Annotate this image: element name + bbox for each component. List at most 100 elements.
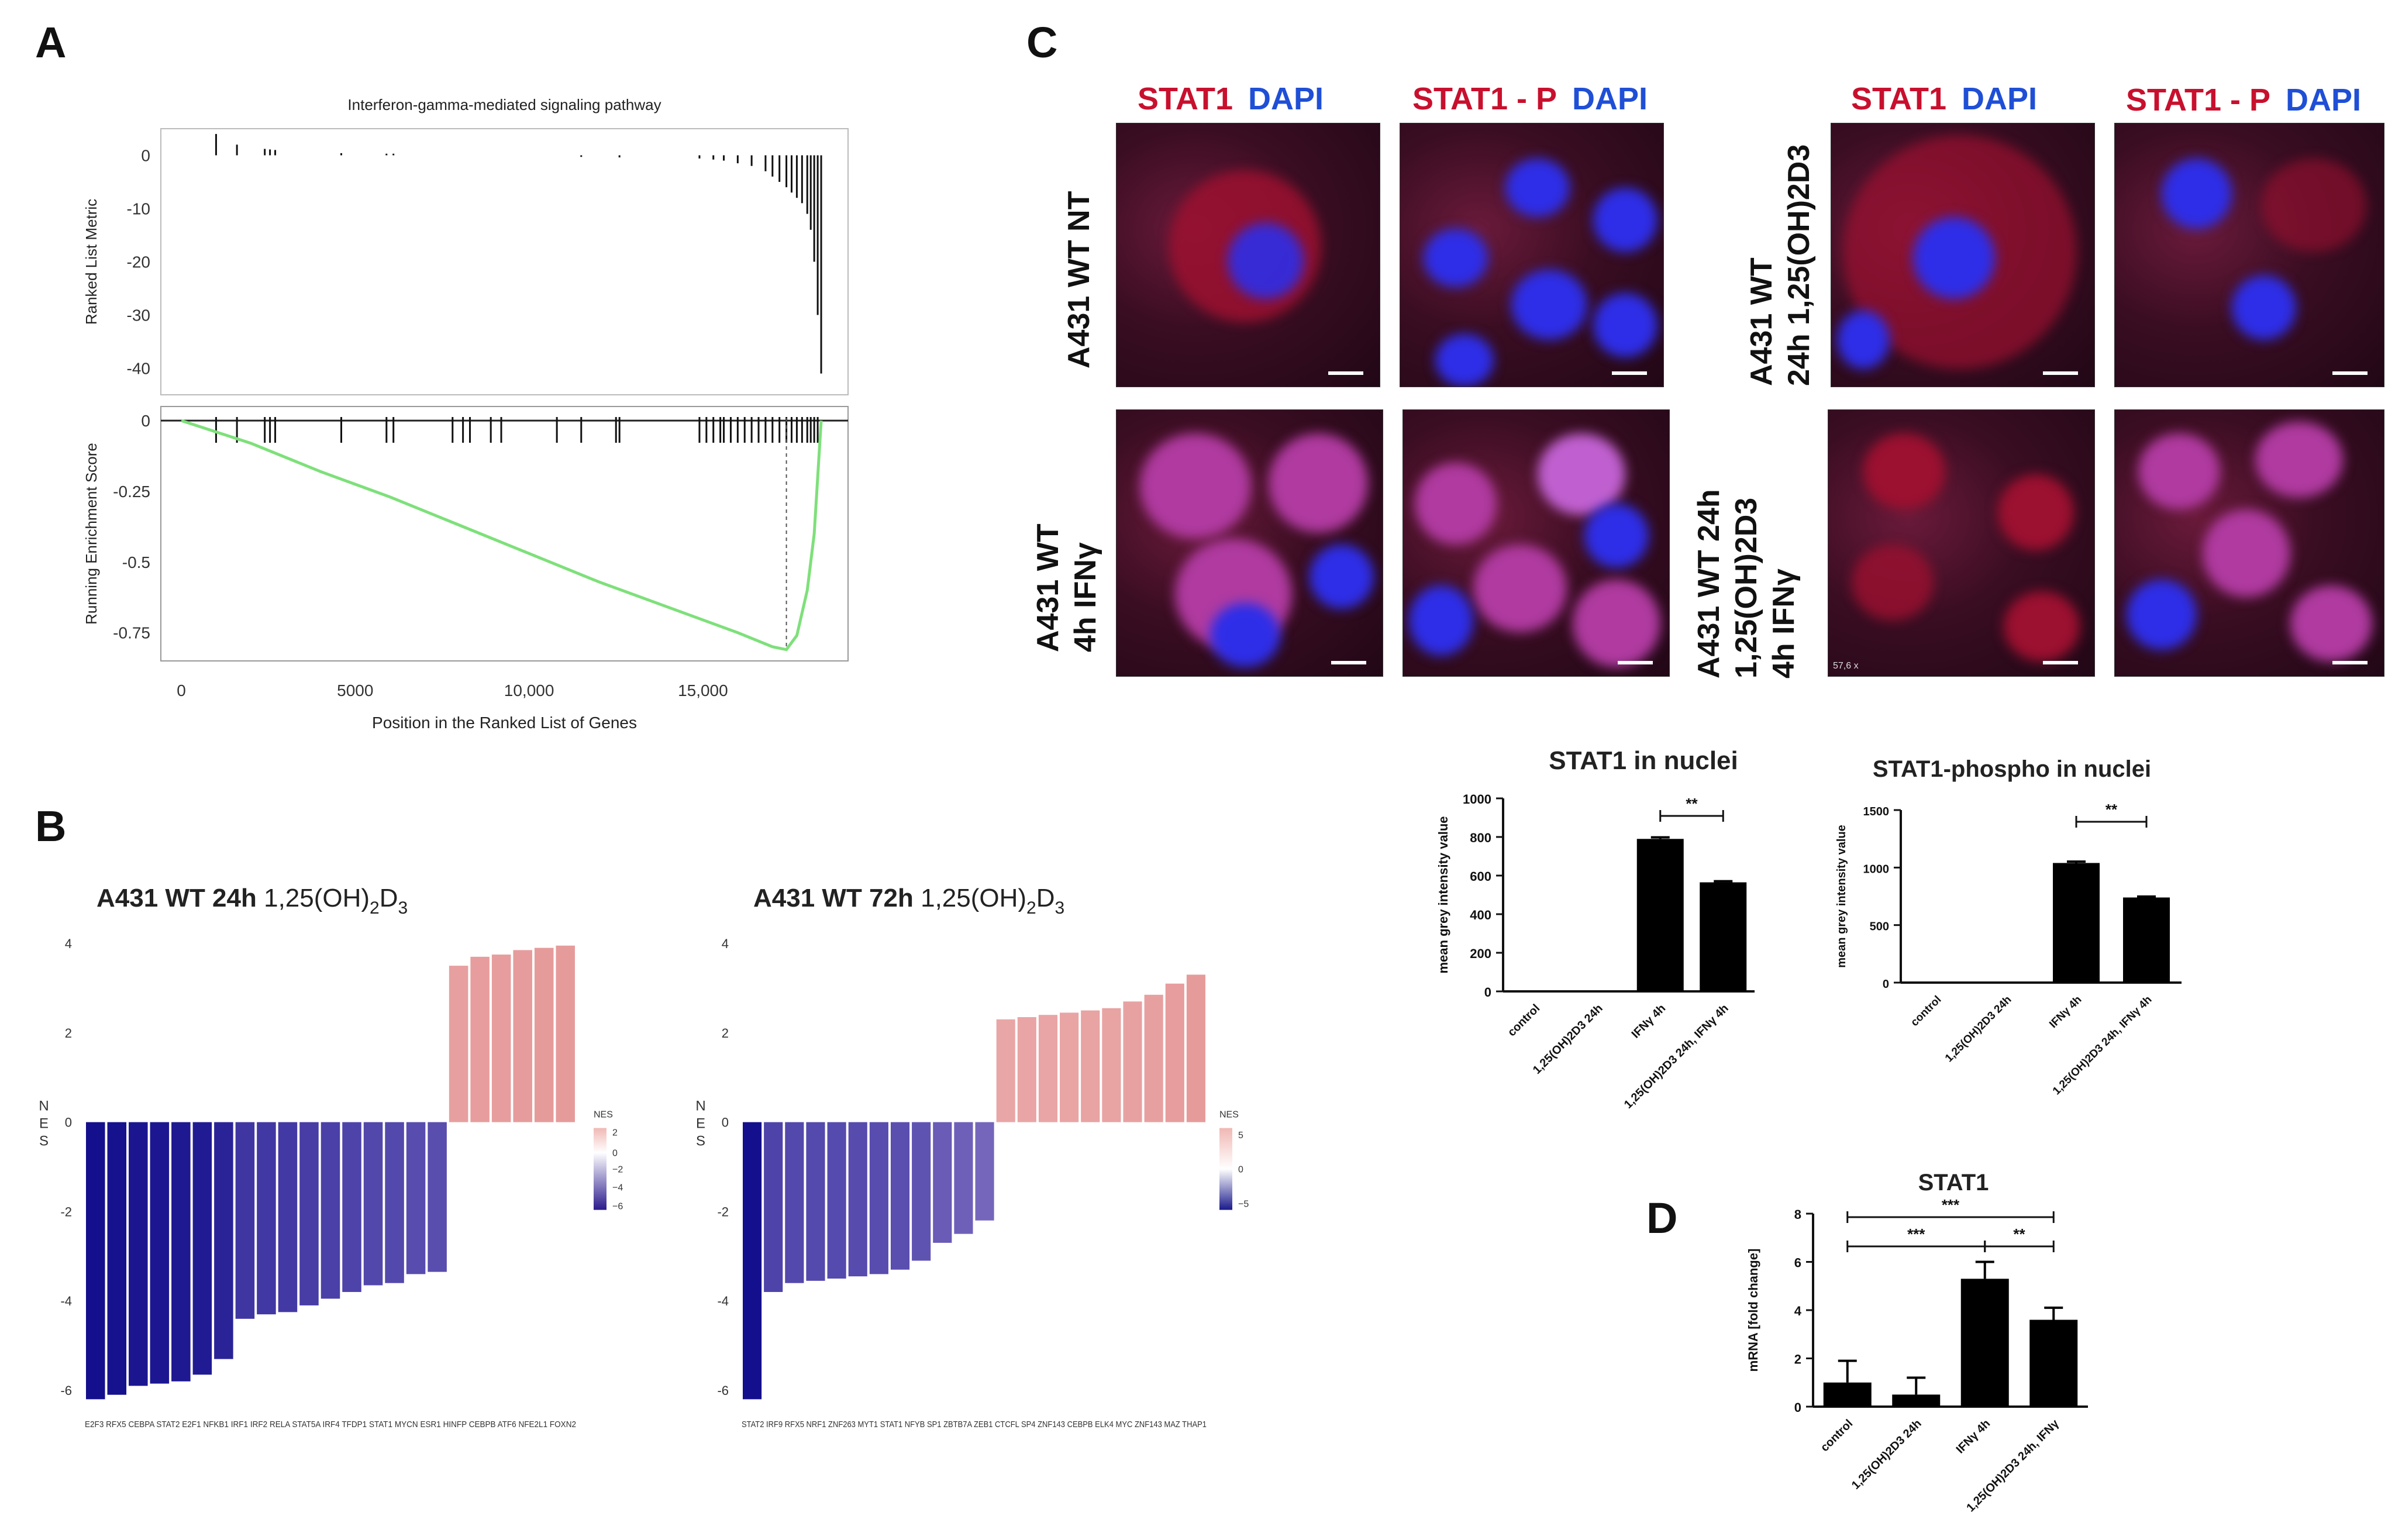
nes72-ytick-3: -2 — [717, 1204, 729, 1219]
nes24-ytick-5: -6 — [60, 1383, 72, 1398]
col-header-stat1p-dapi-1: STAT1 - P DAPI — [1412, 81, 1648, 116]
nes24-bar — [129, 1122, 148, 1386]
stat1p_nuclei-title: STAT1-phospho in nuclei — [1873, 756, 2151, 782]
nes72-ytick-5: -6 — [717, 1383, 729, 1398]
stat1_nuclei-ytick-1: 200 — [1470, 946, 1491, 961]
nes72-bar — [1102, 1008, 1121, 1122]
stat1_nuclei-ytick-5: 1000 — [1463, 792, 1491, 807]
nes24-ytick-2: 0 — [65, 1115, 72, 1130]
nes24-bar — [470, 956, 490, 1122]
gsea-xtick-3: 15,000 — [678, 681, 728, 700]
stat1_mrna-sig-label-1: *** — [1907, 1225, 1925, 1243]
nes24-legend-tick-4: −6 — [612, 1202, 623, 1212]
nes72-ylabel-char: S — [696, 1134, 705, 1149]
stat1_nuclei-ytick-4: 800 — [1470, 831, 1491, 845]
nes24-ylabel-char: N — [39, 1098, 49, 1114]
gsea-top-ytick-0: 0 — [141, 147, 150, 165]
nes72-title-part: A431 WT 72h — [753, 884, 921, 912]
panel-label-d: D — [1646, 1194, 1678, 1242]
stat1_mrna-category-0: control — [1818, 1417, 1855, 1454]
nes24-title-part: 1,25(OH) — [264, 884, 370, 912]
gsea-title: Interferon-gamma-mediated signaling path… — [347, 96, 661, 113]
nes24-legend-tick-3: −4 — [612, 1183, 623, 1193]
nes72-legend-tick-2: −5 — [1238, 1199, 1249, 1209]
col-header-stat1-dapi-1: STAT1 DAPI — [1138, 81, 1324, 116]
nes72-bar — [1144, 994, 1163, 1122]
stat1p_nuclei-sig-label-0: ** — [2105, 801, 2118, 818]
nes24-ylabel-char: S — [39, 1134, 49, 1149]
nes24-title: A431 WT 24h 1,25(OH)2D3 — [97, 884, 408, 918]
row-label-d3: A431 WT 24h 1,25(OH)2D3 — [1745, 144, 1816, 386]
micrograph-nt-stat1 — [1116, 123, 1380, 387]
nes72-legend-title: NES — [1219, 1110, 1239, 1120]
stat1_mrna-ytick-4: 8 — [1794, 1207, 1801, 1222]
nes24-bar — [491, 955, 511, 1122]
stat1-nuclei-chart: STAT1 in nuclei 0 200 400 600 800 1000 mean gre… — [1436, 746, 1755, 1111]
nes72-categories: STAT2 IRF9 RFX5 NRF1 ZNF263 MYT1 STAT1 N… — [742, 1420, 1207, 1429]
nes24-title-part: 2 — [370, 898, 380, 918]
nes72-bar — [933, 1122, 952, 1243]
nes72-bar — [1017, 1017, 1036, 1122]
nes72-title-part: D — [1036, 884, 1055, 912]
nes72-bar — [848, 1122, 867, 1277]
nes24-ytick-1: 2 — [65, 1026, 72, 1041]
nes-24h-chart: A431 WT 24h 1,25(OH)2D3420-2-4-6NESE2F3 … — [39, 884, 623, 1429]
stat1_mrna-ytick-3: 6 — [1794, 1256, 1801, 1270]
row-label-nt: A431 WT NT — [1062, 191, 1096, 368]
nes72-bar — [764, 1122, 783, 1292]
stat1_nuclei-category-1: 1,25(OH)2D3 24h — [1531, 1002, 1605, 1077]
gsea-top-ytick-2: -20 — [127, 253, 150, 271]
nes24-bar — [428, 1122, 447, 1272]
stat1p_nuclei-ytick-1: 500 — [1870, 921, 1889, 933]
nes72-title-part: 3 — [1055, 898, 1065, 918]
nes72-bar — [1186, 974, 1205, 1122]
stat1p_nuclei-bar-3 — [2123, 897, 2170, 983]
stat1_nuclei-bar-2 — [1636, 839, 1684, 991]
nes72-bar — [785, 1122, 804, 1283]
gsea-bottom-ytick-3: -0.75 — [113, 624, 150, 642]
nes72-title-part: 2 — [1026, 898, 1036, 918]
nes72-bar — [954, 1122, 973, 1234]
nes-72h-chart: A431 WT 72h 1,25(OH)2D3420-2-4-6NESSTAT2… — [695, 884, 1249, 1429]
stat1_nuclei-category-3: 1,25(OH)2D3 24h, IFNγ 4h — [1622, 1002, 1731, 1111]
stat1_nuclei-bar-3 — [1700, 882, 1747, 991]
stat1_nuclei-ylabel: mean grey intensity value — [1436, 816, 1450, 974]
nes72-bar — [743, 1122, 762, 1400]
nes24-bar — [257, 1122, 276, 1315]
gsea-plot: Interferon-gamma-mediated signaling path… — [82, 96, 849, 732]
stat1_nuclei-category-0: control — [1505, 1002, 1542, 1039]
nes24-legend-tick-2: −2 — [612, 1165, 623, 1175]
nes72-ylabel-char: N — [695, 1098, 705, 1114]
nes72-bar — [996, 1019, 1015, 1122]
nes72-bar — [890, 1122, 910, 1270]
stat1_nuclei-category-2: IFNγ 4h — [1629, 1002, 1669, 1041]
nes24-bar — [513, 950, 532, 1122]
stat1_mrna-category-2: IFNγ 4h — [1954, 1417, 1993, 1456]
stat1_mrna-category-1: 1,25(OH)2D3 24h — [1849, 1417, 1924, 1492]
magnification-label: 57,6 x — [1833, 661, 1859, 671]
row-label-d3-ifn: A431 WT 24h 1,25(OH)2D3 4h IFNγ — [1692, 489, 1801, 678]
nes72-ytick-0: 4 — [722, 936, 729, 951]
nes24-bar — [534, 948, 554, 1122]
nes72-legend-tick-0: 5 — [1238, 1131, 1243, 1141]
stat1_mrna-ylabel: mRNA [fold change] — [1746, 1249, 1760, 1372]
stat1p-nuclei-chart: STAT1-phospho in nuclei 0 500 1000 1500 mean … — [1835, 756, 2182, 1097]
gsea-xlabel: Position in the Ranked List of Genes — [372, 714, 637, 732]
gsea-bottom-ytick-2: -0.5 — [122, 553, 150, 571]
nes72-bar — [1060, 1012, 1079, 1122]
nes72-bar — [1038, 1015, 1058, 1122]
stat1_mrna-bar-0 — [1823, 1382, 1872, 1407]
row-label-ifn: A431 WT 4h IFNγ — [1031, 523, 1102, 652]
gsea-top-frame — [160, 128, 849, 395]
nes72-title-part: 1,25(OH) — [921, 884, 1026, 912]
stat1p_nuclei-ytick-3: 1500 — [1863, 805, 1890, 818]
gsea-bottom-ylabel: Running Enrichment Score — [82, 443, 100, 625]
nes72-legend-bar — [1219, 1128, 1232, 1210]
gsea-top-ytick-3: -30 — [127, 306, 150, 325]
nes24-bar — [214, 1122, 233, 1359]
gsea-top-ytick-4: -40 — [127, 360, 150, 378]
stat1_nuclei-ytick-0: 0 — [1484, 985, 1491, 1000]
micrograph-ifn-stat1 — [1116, 409, 1383, 677]
stat1p_nuclei-ytick-0: 0 — [1883, 978, 1889, 991]
nes24-ytick-0: 4 — [65, 936, 72, 951]
